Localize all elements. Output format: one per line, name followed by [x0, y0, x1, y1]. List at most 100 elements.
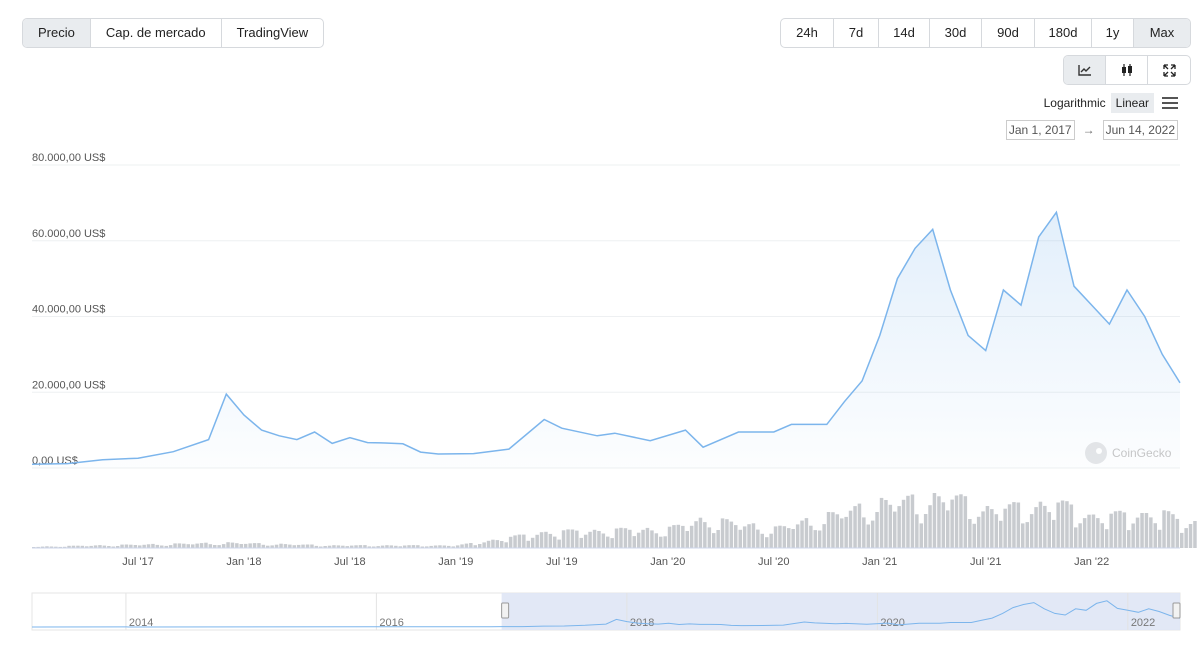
volume-bar	[994, 514, 999, 548]
volume-bar	[1078, 523, 1082, 548]
price-line	[31, 210, 1181, 465]
volume-bar	[976, 516, 981, 548]
volume-bar	[239, 544, 243, 548]
volume-bar	[151, 543, 155, 548]
volume-bar	[517, 534, 522, 548]
logarithmic-scale-button[interactable]: Logarithmic	[1043, 96, 1106, 110]
navigator-handle	[1172, 602, 1181, 619]
x-tick-label: Jul '18	[334, 556, 365, 568]
range-180d-button[interactable]: 180d	[1035, 19, 1092, 47]
chart-tabs: Precio Cap. de mercado TradingView	[22, 18, 325, 48]
volume-bar	[1096, 518, 1100, 548]
volume-bar	[363, 545, 367, 548]
volume-bar	[835, 514, 840, 548]
range-max-button[interactable]: Max	[1134, 19, 1190, 47]
volume-bar	[1175, 518, 1180, 548]
range-24h-button[interactable]: 24h	[781, 19, 834, 47]
range-90d-button[interactable]: 90d	[982, 19, 1035, 47]
volume-bar	[999, 520, 1003, 548]
volume-bar	[1118, 510, 1122, 548]
volume-bar	[1060, 500, 1065, 548]
volume-bar	[115, 546, 120, 548]
volume-bar	[672, 525, 676, 548]
volume-bar	[191, 544, 195, 548]
volume-bar	[336, 545, 341, 548]
volume-bar	[217, 545, 221, 548]
volume-bar	[1012, 502, 1016, 548]
range-7d-button[interactable]: 7d	[834, 19, 879, 47]
volume-bar	[389, 545, 394, 548]
volume-bar	[168, 545, 173, 548]
volume-bar	[341, 545, 345, 548]
volume-bar	[323, 546, 327, 548]
date-from-input[interactable]: Jan 1, 2017	[1005, 120, 1075, 140]
date-to-input[interactable]: Jun 14, 2022	[1102, 120, 1178, 140]
volume-bar	[1025, 522, 1029, 548]
volume-bar	[133, 545, 138, 548]
line-chart-button[interactable]	[1064, 56, 1106, 84]
volume-bar	[548, 533, 553, 548]
volume-bar	[813, 530, 817, 548]
volume-bar	[522, 534, 526, 548]
volume-bar	[332, 545, 336, 548]
date-range-inputs: Jan 1, 2017 → Jun 14, 2022	[1005, 120, 1178, 140]
volume-bar	[1074, 527, 1078, 548]
volume-bar	[734, 525, 738, 548]
volume-bar	[142, 544, 146, 548]
volume-bar	[1029, 514, 1034, 548]
volume-bar	[1021, 523, 1025, 548]
volume-bar	[45, 546, 49, 548]
volume-bar	[93, 545, 98, 548]
range-14d-button[interactable]: 14d	[879, 19, 930, 47]
arrow-right-icon: →	[1082, 123, 1095, 137]
volume-bar	[553, 536, 557, 548]
volume-bar	[972, 523, 976, 548]
volume-bar	[738, 529, 742, 548]
volume-bar	[667, 526, 672, 548]
volume-bar	[482, 542, 486, 548]
volume-bar	[539, 532, 544, 548]
volume-bar	[274, 544, 279, 548]
volume-bar	[1193, 521, 1197, 548]
volume-bar	[367, 546, 372, 548]
x-tick-label: Jan '18	[226, 556, 261, 568]
volume-bar	[327, 545, 332, 548]
volume-bar	[1003, 508, 1007, 548]
volume-bar	[473, 545, 477, 548]
volume-bar	[1149, 517, 1153, 548]
volume-bar	[879, 497, 884, 548]
volume-bar	[950, 499, 954, 548]
volume-bar	[826, 512, 831, 548]
volume-bar	[831, 512, 835, 548]
hamburger-menu-icon[interactable]	[1162, 94, 1178, 112]
x-axis: Jul '17 Jan '18 Jul '18 Jan '19 Jul '19 Jan '…	[122, 556, 1109, 568]
volume-bar	[694, 521, 698, 548]
volume-bar	[283, 544, 288, 548]
volume-bar	[610, 538, 614, 548]
x-tick-label: Jul '19	[546, 556, 577, 568]
coingecko-logo-icon	[1085, 442, 1107, 464]
tab-tradingview[interactable]: TradingView	[236, 25, 309, 40]
volume-bar	[257, 543, 261, 548]
navigator-tick-label: 2020	[880, 617, 904, 629]
candlestick-button[interactable]	[1106, 56, 1148, 84]
volume-bar	[782, 526, 787, 548]
volume-bar	[760, 533, 764, 548]
volume-bar	[160, 545, 164, 548]
volume-bar	[500, 541, 504, 548]
volume-bar	[301, 544, 305, 548]
volume-bar	[107, 546, 111, 548]
volume-bar	[1122, 512, 1127, 548]
linear-scale-button[interactable]: Linear	[1110, 93, 1154, 113]
volume-bar	[1188, 524, 1193, 548]
tab-price[interactable]: Precio	[23, 19, 91, 47]
volume-bar	[809, 525, 813, 548]
tab-market-cap[interactable]: Cap. de mercado	[91, 19, 222, 47]
range-1y-button[interactable]: 1y	[1092, 19, 1134, 47]
volume-bar	[292, 545, 296, 548]
volume-bar	[296, 544, 301, 548]
volume-bar	[923, 514, 928, 548]
fullscreen-button[interactable]	[1148, 56, 1190, 84]
range-30d-button[interactable]: 30d	[930, 19, 982, 47]
